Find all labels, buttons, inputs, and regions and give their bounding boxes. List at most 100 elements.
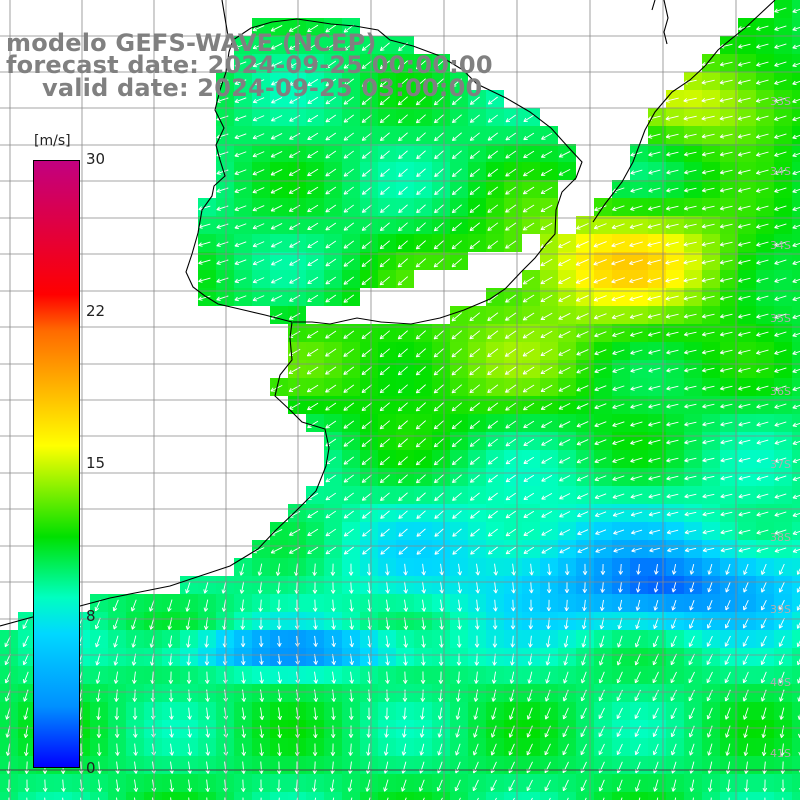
wind-arrow <box>756 493 769 499</box>
wind-arrow <box>361 186 372 195</box>
wind-arrow <box>576 439 589 446</box>
wind-arrow <box>325 168 337 177</box>
wind-arrow <box>774 439 787 445</box>
wind-arrow <box>271 115 283 122</box>
wind-arrow <box>522 294 535 303</box>
wind-arrow <box>198 295 211 301</box>
wind-arrow <box>774 349 787 355</box>
wind-arrow <box>719 79 733 85</box>
wind-arrow <box>380 150 390 159</box>
wind-arrow <box>558 457 571 464</box>
wind-arrow <box>487 348 499 358</box>
wind-arrow <box>343 132 355 141</box>
wind-arrow <box>470 510 480 519</box>
wind-cell <box>792 252 800 270</box>
wind-arrow <box>379 42 390 52</box>
wind-arrow <box>576 367 589 374</box>
wind-arrow <box>398 528 408 537</box>
wind-arrow <box>774 151 787 157</box>
wind-arrow <box>684 547 697 553</box>
wind-cell <box>792 18 800 36</box>
wind-arrow <box>707 563 713 575</box>
wind-cell <box>36 792 54 800</box>
wind-arrow <box>600 563 606 575</box>
wind-cell <box>792 558 800 576</box>
wind-arrow <box>648 493 661 499</box>
wind-arrow <box>325 474 337 483</box>
wind-arrow <box>270 43 283 50</box>
wind-arrow <box>379 132 390 142</box>
wind-arrow <box>654 563 659 575</box>
wind-arrow <box>452 474 462 484</box>
wind-cell <box>792 324 800 342</box>
wind-arrow <box>361 240 373 249</box>
wind-arrow <box>559 529 571 536</box>
wind-arrow <box>343 402 355 411</box>
wind-arrow <box>343 420 355 429</box>
wind-cell <box>126 792 144 800</box>
wind-arrow <box>630 367 643 373</box>
wind-arrow <box>593 241 607 248</box>
wind-arrow <box>361 60 373 69</box>
wind-arrow <box>774 187 787 193</box>
wind-arrow <box>593 277 607 284</box>
wind-cell <box>792 630 800 648</box>
wind-arrow <box>774 223 787 229</box>
wind-arrow <box>774 475 787 481</box>
wind-arrow <box>684 511 697 517</box>
wind-arrow <box>505 420 517 429</box>
wind-arrow <box>720 403 733 409</box>
wind-arrow <box>307 402 319 411</box>
wind-arrow <box>593 313 607 320</box>
wind-arrow <box>421 563 426 576</box>
wind-arrow <box>738 529 751 535</box>
wind-arrow <box>612 349 625 355</box>
wind-arrow <box>398 186 408 195</box>
wind-arrow <box>719 349 733 355</box>
wind-arrow <box>325 492 337 501</box>
wind-arrow <box>630 439 643 445</box>
wind-cell <box>558 792 576 800</box>
wind-arrow <box>666 385 679 391</box>
wind-arrow <box>397 78 408 88</box>
wind-arrow <box>720 457 733 463</box>
wind-arrow <box>343 60 355 69</box>
wind-arrow <box>523 456 535 464</box>
wind-arrow <box>325 402 337 411</box>
wind-arrow <box>684 439 697 445</box>
wind-cell <box>792 108 800 126</box>
wind-arrow <box>719 223 733 229</box>
wind-arrow <box>398 204 408 214</box>
wind-cell <box>792 414 800 432</box>
wind-arrow <box>629 277 643 284</box>
wind-arrow <box>451 384 463 394</box>
wind-arrow <box>469 330 481 340</box>
wind-arrow <box>397 330 409 340</box>
wind-cell <box>360 792 378 800</box>
wind-arrow <box>379 78 390 88</box>
wind-arrow <box>487 312 499 321</box>
wind-cell <box>198 792 216 800</box>
wind-arrow <box>434 510 444 519</box>
wind-arrow <box>234 277 247 284</box>
wind-arrow <box>379 222 390 232</box>
wind-arrow <box>630 205 643 211</box>
wind-arrow <box>594 403 607 410</box>
wind-arrow <box>452 546 462 555</box>
wind-arrow <box>612 511 625 517</box>
wind-arrow <box>629 313 643 319</box>
wind-arrow <box>469 348 481 358</box>
wind-arrow <box>252 43 265 50</box>
wind-arrow <box>720 475 733 481</box>
wind-arrow <box>756 187 769 193</box>
wind-arrow <box>433 420 444 430</box>
wind-arrow <box>505 384 517 393</box>
wind-arrow <box>666 439 679 445</box>
wind-arrow <box>343 474 355 483</box>
wind-arrow <box>684 493 697 499</box>
wind-arrow <box>379 348 391 358</box>
wind-cell <box>54 792 72 800</box>
wind-arrow <box>774 331 787 337</box>
wind-arrow <box>469 240 481 250</box>
wind-arrow <box>756 223 769 229</box>
